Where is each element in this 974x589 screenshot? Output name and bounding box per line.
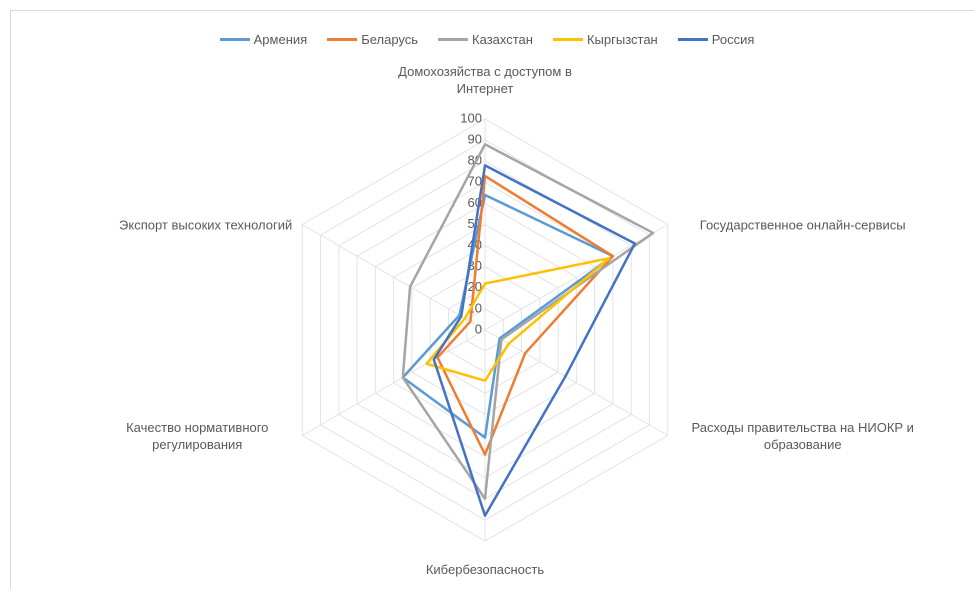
series-line	[425, 257, 611, 382]
spoke	[302, 329, 486, 436]
legend-swatch	[219, 38, 250, 41]
legend-label: Казахстан	[472, 32, 533, 47]
chart-border	[10, 10, 974, 589]
category-label: Экспорт высоких технологий	[119, 217, 293, 232]
legend-swatch	[327, 38, 358, 41]
series-line	[436, 174, 615, 456]
spoke	[484, 224, 668, 331]
series-line	[401, 143, 655, 501]
r-tick-label: 70	[468, 174, 482, 189]
legend-item: Казахстан	[438, 32, 533, 47]
legend: Армения Беларусь Казахстан Кыргызстан Россия	[0, 32, 974, 47]
legend-swatch	[438, 38, 469, 41]
legend-label: Кыргызстан	[586, 32, 658, 47]
r-tick-label: 100	[460, 110, 482, 125]
legend-swatch	[552, 38, 583, 41]
legend-item: Россия	[677, 32, 755, 47]
r-tick-label: 90	[468, 132, 482, 147]
legend-item: Беларусь	[327, 32, 418, 47]
category-label: Кибербезопасность	[425, 562, 545, 577]
legend-label: Армения	[253, 32, 308, 47]
category-label: Расходы правительства на НИОКР и образов…	[691, 419, 914, 452]
legend-label: Россия	[711, 32, 755, 47]
spoke	[302, 224, 486, 331]
spoke	[484, 329, 668, 436]
legend-label: Беларусь	[361, 32, 419, 47]
category-label: Государственное онлайн-сервисы	[699, 217, 906, 232]
legend-swatch	[677, 38, 708, 41]
r-tick-label: 0	[475, 321, 482, 336]
series-line	[432, 164, 637, 517]
category-label: Домохозяйства с доступом в Интернет	[398, 64, 572, 96]
category-label: Качество нормативного регулирования	[126, 419, 269, 452]
legend-item: Армения	[219, 32, 308, 47]
legend-item: Кыргызстан	[552, 32, 658, 47]
